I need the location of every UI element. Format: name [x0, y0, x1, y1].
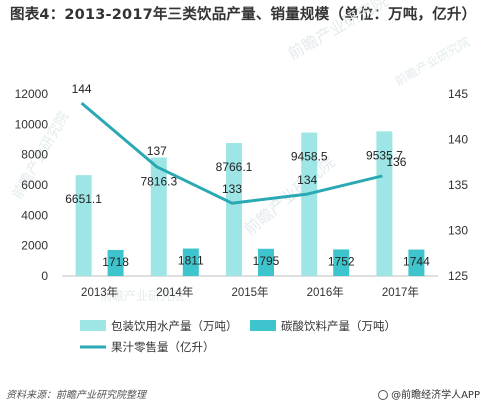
- watermark-text: 前瞻产业研究院: [285, 0, 392, 63]
- bar-packaged-water: [226, 143, 242, 276]
- data-label-packaged-water: 6651.1: [65, 192, 102, 206]
- bar-carbonated-drink: [107, 249, 124, 276]
- right-y-tick-label: 135: [448, 178, 468, 192]
- x-tick-label: 2014年: [156, 285, 193, 299]
- data-label-packaged-water: 9458.5: [291, 150, 328, 164]
- legend-swatch-carbonated-drink: [250, 320, 276, 331]
- legend-swatch-packaged-water: [80, 320, 106, 331]
- source-note: 资料来源：前瞻产业研究院整理: [6, 390, 146, 401]
- x-tick-label: 2017年: [382, 285, 419, 299]
- legend-label-packaged-water: 包装饮用水产量（万吨）: [111, 319, 238, 333]
- data-label-juice-retail: 136: [386, 155, 406, 169]
- line-layer: [80, 101, 383, 205]
- brand-credit: @前瞻经济学人APP: [378, 386, 480, 401]
- juice-retail-line: [80, 101, 383, 205]
- left-y-tick-label: 12000: [15, 87, 49, 101]
- left-y-tick-label: 10000: [15, 117, 49, 131]
- data-label-juice-retail: 137: [147, 144, 167, 158]
- chart-title: 图表4：2013-2017年三类饮品产量、销量规模（单位：万吨，亿升）: [10, 7, 477, 23]
- brand-icon: [378, 390, 389, 400]
- axes-layer: 0 2000 4000 6000 8000 10000 12000 125 130 135 140 1…: [15, 87, 469, 299]
- data-labels-layer: 6651.1 1718 7816.3 1811 8766.1 1795 9458.5 1752…: [65, 82, 430, 269]
- left-y-tick-label: 0: [41, 269, 48, 283]
- data-label-carbonated-drink: 1795: [253, 254, 280, 268]
- data-label-juice-retail: 134: [297, 173, 317, 187]
- data-label-juice-retail: 144: [72, 82, 92, 96]
- right-y-tick-label: 145: [448, 87, 468, 101]
- bars-layer: [75, 131, 425, 276]
- data-label-juice-retail: 133: [222, 182, 242, 196]
- data-label-carbonated-drink: 1811: [178, 254, 204, 268]
- left-y-tick-label: 6000: [21, 178, 48, 192]
- legend-label-carbonated-drink: 碳酸饮料产量（万吨）: [281, 319, 396, 333]
- watermark-text: 前瞻产业研究院: [392, 34, 472, 89]
- bar-carbonated-drink: [408, 249, 425, 276]
- x-tick-label: 2013年: [81, 285, 118, 299]
- bar-packaged-water: [150, 157, 167, 276]
- data-label-packaged-water: 9535.7: [366, 148, 403, 162]
- bar-carbonated-drink: [258, 248, 274, 276]
- bar-carbonated-drink: [333, 249, 350, 276]
- bar-carbonated-drink: [182, 248, 199, 276]
- left-y-tick-label: 4000: [21, 208, 48, 222]
- left-y-tick-label: 8000: [21, 148, 48, 162]
- watermark-text: 前瞻产业研究院: [100, 288, 184, 303]
- x-tick-label: 2015年: [231, 285, 268, 299]
- data-label-carbonated-drink: 1744: [403, 255, 430, 269]
- data-label-carbonated-drink: 1718: [102, 255, 129, 269]
- right-y-tick-label: 130: [448, 224, 468, 238]
- right-y-tick-label: 125: [448, 269, 468, 283]
- bar-packaged-water: [301, 132, 318, 276]
- legend: 包装饮用水产量（万吨） 碳酸饮料产量（万吨） 果汁零售量（亿升）: [80, 319, 396, 354]
- data-label-packaged-water: 7816.3: [140, 174, 177, 188]
- data-label-carbonated-drink: 1752: [328, 254, 355, 268]
- right-y-tick-label: 140: [448, 133, 468, 147]
- legend-label-juice-retail: 果汁零售量（亿升）: [111, 340, 215, 354]
- bar-packaged-water: [376, 131, 393, 276]
- x-tick-label: 2016年: [307, 285, 344, 299]
- bar-packaged-water: [75, 175, 92, 276]
- left-y-tick-label: 2000: [21, 239, 48, 253]
- data-label-packaged-water: 8766.1: [216, 160, 253, 174]
- brand-text: @前瞻经济学人APP: [391, 390, 480, 401]
